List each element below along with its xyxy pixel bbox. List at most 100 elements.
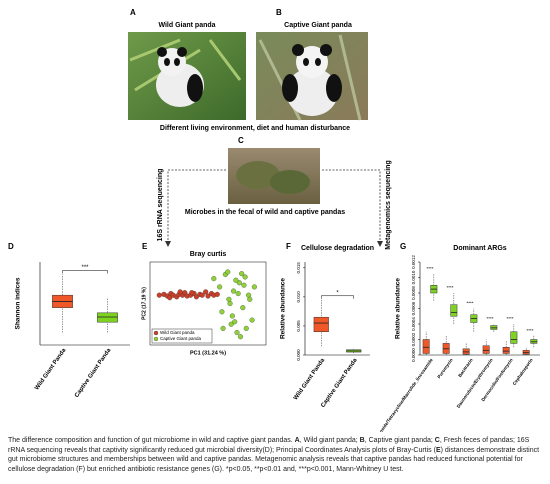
photo-wild: [128, 32, 246, 120]
significance: ****: [466, 301, 473, 306]
point: [247, 296, 253, 302]
point: [239, 271, 245, 277]
photo-label: Captive Giant panda: [284, 22, 352, 29]
box: [450, 304, 458, 317]
point: [189, 290, 195, 296]
box: [313, 316, 329, 332]
significance: ****: [426, 266, 433, 271]
x-tick-label: Captive Giant Panda: [320, 357, 359, 409]
point: [241, 282, 247, 288]
point: [193, 294, 199, 300]
caption-text: The difference composition and function …: [8, 437, 295, 444]
point: [228, 321, 234, 327]
box: [510, 331, 518, 344]
photo-captive: [256, 32, 368, 121]
caption-text: B: [359, 437, 365, 444]
box: [482, 345, 490, 354]
y-tick-label: 0.015: [296, 262, 301, 274]
chart-title: Bray curtis: [190, 251, 227, 258]
chart-title: Dominant ARGs: [453, 245, 507, 252]
chart-title: Cellulose degradation: [301, 245, 374, 252]
x-axis-label: PC1 (31.24 %): [190, 350, 226, 356]
y-tick-label: 0.0010: [411, 270, 416, 284]
y-tick-label: 0.0000: [411, 348, 416, 362]
point: [214, 291, 220, 297]
panel-label: B: [276, 8, 282, 17]
photo-label: Wild Giant panda: [158, 22, 215, 29]
flow-arrows: [167, 169, 381, 245]
point: [199, 292, 205, 298]
point: [242, 274, 248, 280]
y-tick-label: 0.0012: [411, 255, 416, 269]
y-tick-label: 0.000: [296, 349, 301, 361]
point: [235, 290, 241, 297]
caption-text: E: [435, 446, 441, 454]
x-tick-label: Cephalosporin: [512, 357, 534, 386]
significance: ****: [446, 285, 453, 290]
caption-text: , Fresh feces of pandas; 16S rRNA sequen…: [8, 437, 530, 454]
point: [251, 284, 257, 290]
caption-text: C: [434, 437, 440, 444]
caption-line: Different living environment, diet and h…: [160, 125, 350, 132]
point: [203, 289, 209, 295]
box: [502, 347, 510, 354]
point: [240, 305, 246, 311]
significance: ***: [81, 265, 89, 271]
point: [219, 309, 225, 315]
caption-text: , Captive giant panda;: [364, 437, 435, 444]
caption-text: ) distances demonstrate distinct gut mic…: [8, 446, 540, 473]
point: [229, 313, 235, 319]
y-tick-label: 0.0008: [411, 286, 416, 300]
plot-frame: [149, 261, 267, 346]
caption-text: , Wild giant panda;: [299, 437, 360, 444]
panel-label: E: [142, 242, 148, 251]
point: [220, 325, 226, 331]
caption-line: Microbes in the fecal of wild and captiv…: [185, 209, 345, 216]
panel-label: G: [400, 242, 406, 251]
x-tick-label: Wild Giant Panda: [34, 347, 68, 391]
panel-label: C: [238, 136, 244, 145]
panel-label: D: [8, 242, 14, 251]
point: [233, 277, 239, 283]
x-tick-label: Captive Giant Panda: [74, 347, 113, 399]
point: [225, 269, 231, 275]
legend-label: Captive Giant panda: [160, 336, 202, 341]
point: [177, 289, 183, 295]
caption-text: A: [294, 437, 300, 444]
box: [97, 312, 118, 323]
point: [217, 284, 223, 290]
y-tick-label: 0.0002: [411, 332, 416, 346]
point: [243, 325, 249, 331]
significance: ****: [506, 316, 513, 321]
method-label: Metagenomics sequencing: [385, 160, 392, 249]
significance: *: [336, 290, 339, 296]
figure: A B Wild Giant panda Captive Giant panda…: [8, 8, 540, 432]
x-tick-label: Bacitracin: [457, 357, 474, 378]
photo-feces: [228, 148, 320, 204]
legend-label: Wild Giant panda: [160, 330, 195, 335]
y-tick-label: 0.010: [296, 291, 301, 303]
point: [236, 280, 242, 286]
significance-bracket: [62, 270, 108, 274]
legend-marker: [153, 330, 159, 336]
point: [249, 317, 255, 323]
point: [230, 288, 237, 294]
significance: ****: [486, 316, 493, 321]
method-label: 16S rRNA sequencing: [157, 169, 164, 242]
point: [237, 334, 244, 340]
box: [422, 339, 430, 354]
point: [205, 293, 211, 299]
panel-label: A: [130, 8, 136, 17]
significance: ****: [526, 328, 533, 333]
y-tick-label: 0.005: [296, 320, 301, 332]
significance-bracket: [321, 295, 354, 299]
x-tick-label: Aminoglycoside/Tetracycline/Macrolide_li…: [365, 357, 434, 432]
point: [232, 319, 238, 325]
y-axis-label: Relative abundance: [280, 278, 287, 339]
y-tick-label: 0.0006: [411, 301, 416, 315]
point: [234, 329, 240, 336]
x-tick-label: Daunorubicin/Erythromycin: [456, 357, 494, 409]
x-tick-label: Puromycin: [436, 357, 454, 379]
x-tick-label: Wild Giant Panda: [293, 357, 327, 401]
